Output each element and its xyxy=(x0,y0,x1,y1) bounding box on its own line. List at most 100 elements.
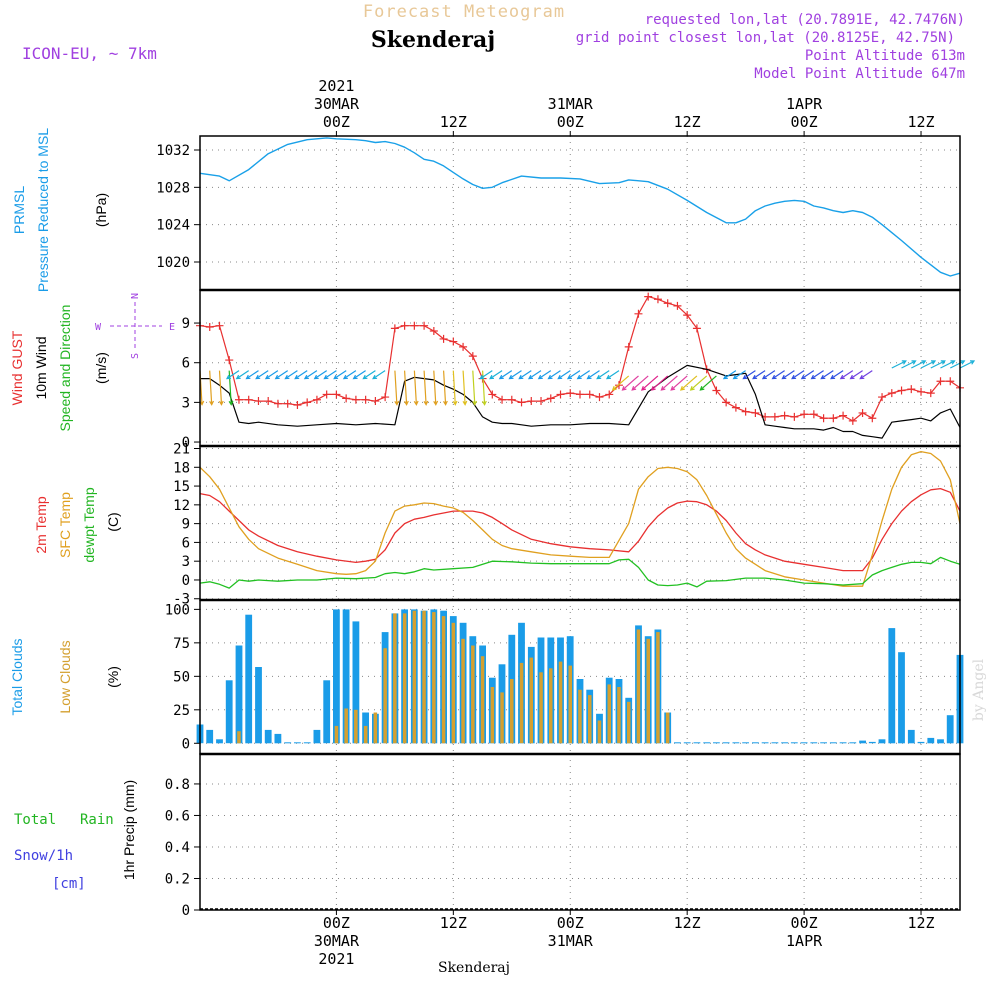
y-tick-label: 0 xyxy=(182,903,190,919)
time-label-bottom: 2021 xyxy=(318,950,354,968)
y-tick-label: 100 xyxy=(165,602,190,618)
y-tick-label: 0 xyxy=(182,435,190,451)
precip-unit: 1hr Precip (mm) xyxy=(121,780,137,880)
compass-east: E xyxy=(169,322,175,333)
temp-label: 2m Temp xyxy=(33,496,49,554)
location-title: Skenderaj xyxy=(371,27,495,53)
gust-marker xyxy=(244,395,253,404)
wind-direction-arrow xyxy=(557,370,571,380)
wind-direction-arrow xyxy=(498,370,513,380)
wind-direction-arrow xyxy=(732,370,746,380)
time-label-top: 12Z xyxy=(674,113,701,131)
wind-direction-arrow xyxy=(761,370,776,380)
gust-marker xyxy=(215,321,224,330)
total-cloud-bar xyxy=(264,729,272,744)
wind-direction-arrow xyxy=(209,370,215,406)
wind-direction-arrow xyxy=(830,370,844,380)
low-cloud-bar xyxy=(500,692,504,744)
model-altitude: Model Point Altitude 647m xyxy=(754,66,965,82)
low-cloud-bar xyxy=(617,687,621,744)
low-cloud-bar xyxy=(558,661,563,744)
gust-marker xyxy=(868,414,877,423)
low-cloud-bar xyxy=(334,725,339,744)
y-tick-label: 6 xyxy=(182,356,190,372)
credit-label: by Angel xyxy=(971,658,987,721)
gust-marker xyxy=(634,309,643,318)
wind-direction-arrow xyxy=(640,375,659,391)
wind-direction-arrow xyxy=(959,360,976,369)
low-cloud-bar xyxy=(383,648,387,744)
wind-direction-arrow xyxy=(605,370,620,380)
wind-direction-arrow xyxy=(537,370,552,380)
y-tick-label: 75 xyxy=(173,636,190,652)
gust-marker xyxy=(459,342,468,351)
wind-direction-arrow xyxy=(323,370,337,380)
wind-line xyxy=(200,364,961,439)
wind-unit: (m/s) xyxy=(93,352,109,384)
time-label-top: 12Z xyxy=(907,113,934,131)
wind-direction-arrow xyxy=(472,370,478,406)
wind-direction-arrow xyxy=(423,370,429,406)
total-cloud-bar xyxy=(216,739,223,744)
low-cloud-bar xyxy=(422,610,426,744)
low-cloud-bar xyxy=(402,613,407,744)
total-cloud-bar xyxy=(771,742,779,744)
compass-west: W xyxy=(95,322,102,333)
total-cloud-bar xyxy=(752,742,759,744)
gust-marker xyxy=(556,390,565,399)
wind-direction-arrow xyxy=(820,370,834,380)
y-tick-label: 6 xyxy=(182,535,190,551)
low-clouds-label: Low Clouds xyxy=(57,640,73,713)
low-cloud-bar xyxy=(607,684,611,744)
y-tick-label: 18 xyxy=(173,460,190,476)
wind-direction-arrow xyxy=(313,370,328,380)
y-tick-label: 0.4 xyxy=(165,840,190,856)
total-cloud-bar xyxy=(225,680,233,744)
gust-marker xyxy=(273,399,282,408)
low-cloud-bar xyxy=(237,731,241,744)
wind-direction-arrow xyxy=(660,375,678,391)
gust-marker xyxy=(234,395,243,404)
low-cloud-bar xyxy=(363,725,368,744)
gust-label: Wind GUST xyxy=(9,330,25,405)
total-cloud-bar xyxy=(946,715,954,744)
wind-direction-arrow xyxy=(518,370,532,380)
wind-direction-arrow xyxy=(901,360,917,369)
gust-marker xyxy=(254,397,263,406)
total-cloud-bar xyxy=(703,742,711,744)
gust-marker xyxy=(312,395,321,404)
time-label-bottom: 12Z xyxy=(674,914,701,932)
gust-marker xyxy=(780,411,789,420)
wind-direction-arrow xyxy=(911,360,927,369)
gust-marker xyxy=(205,323,214,332)
low-cloud-bar xyxy=(597,720,602,744)
low-cloud-bar xyxy=(549,668,553,744)
wind-direction-arrow xyxy=(274,370,289,380)
y-tick-label: 1024 xyxy=(156,218,190,234)
gust-marker xyxy=(332,390,341,399)
chart-title: Forecast Meteogram xyxy=(363,2,565,22)
sfc-temp-line xyxy=(199,450,961,587)
gust-marker xyxy=(585,390,594,399)
gust-marker xyxy=(790,412,799,421)
y-tick-label: 50 xyxy=(173,669,190,685)
total-cloud-bar xyxy=(878,739,886,744)
gust-marker xyxy=(605,390,614,399)
wind-direction-arrow xyxy=(699,375,717,391)
total-cloud-bar xyxy=(898,652,905,744)
y-tick-label: -3 xyxy=(173,592,190,608)
gust-marker xyxy=(381,393,390,402)
wind-direction-arrow xyxy=(891,360,907,369)
gust-marker xyxy=(683,311,692,320)
gust-marker xyxy=(800,410,809,419)
wind-direction-arrow xyxy=(950,360,966,369)
temp-unit: (C) xyxy=(105,512,121,531)
gust-marker xyxy=(839,411,848,420)
total-cloud-bar xyxy=(839,742,847,744)
cloud-labels: Total Clouds Low Clouds (%) xyxy=(9,638,121,715)
low-cloud-bar xyxy=(519,662,524,744)
wind-direction-arrow xyxy=(621,375,639,391)
plot-layer xyxy=(196,137,976,910)
time-label-top: 12Z xyxy=(440,113,467,131)
